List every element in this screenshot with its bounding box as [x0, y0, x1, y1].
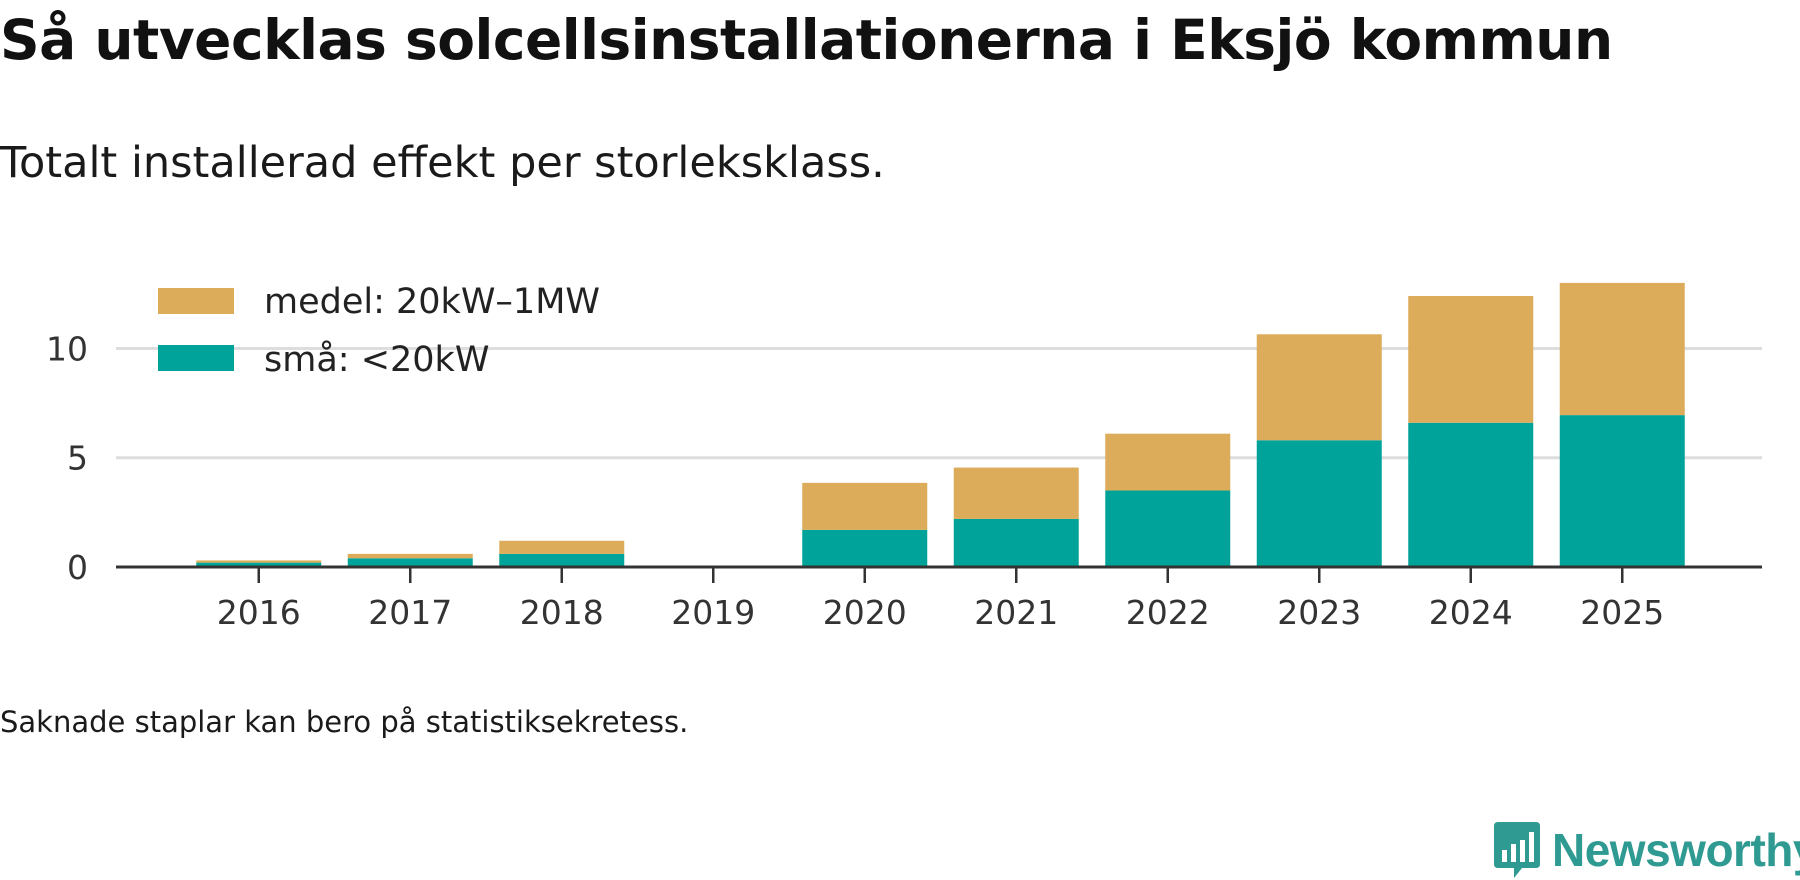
- x-tick-label-2019: 2019: [671, 593, 755, 632]
- x-tick-label-2018: 2018: [520, 593, 604, 632]
- newsworthy-icon: [1494, 822, 1540, 878]
- bar-sma-2018: [499, 553, 625, 567]
- bar-sma-2021: [953, 518, 1079, 567]
- footnote: Saknade staplar kan bero på statistiksek…: [0, 705, 689, 739]
- x-tick-label-2016: 2016: [217, 593, 301, 632]
- legend-swatch-medel: [158, 288, 234, 314]
- bar-sma-2017: [347, 558, 473, 567]
- bar-sma-2022: [1105, 490, 1231, 567]
- bar-sma-2024: [1408, 422, 1534, 567]
- chart-title: Så utvecklas solcellsinstallationerna i …: [0, 8, 1613, 72]
- bar-medel-2023: [1256, 334, 1382, 441]
- legend-swatch-sma: [158, 345, 234, 371]
- bar-medel-2018: [499, 540, 625, 554]
- axes: 0 5 10 2016 2017 2018 2019 2020 2021 2022 2023 2024…: [46, 329, 1762, 632]
- legend-label-sma: små: <20kW: [264, 339, 489, 380]
- legend-background: [276, 263, 618, 343]
- x-tick-label-2023: 2023: [1277, 593, 1361, 632]
- y-tick-label-10: 10: [46, 329, 88, 368]
- newsworthy-logo[interactable]: Newsworthy: [1492, 820, 1800, 880]
- brand-name: Newsworthy: [1552, 824, 1800, 876]
- bar-sma-2016: [196, 562, 322, 567]
- bar-medel-2021: [953, 467, 1079, 519]
- x-tick-label-2020: 2020: [823, 593, 907, 632]
- legend-label-medel: medel: 20kW–1MW: [264, 282, 600, 322]
- bar-medel-2022: [1105, 433, 1231, 491]
- bar-medel-2024: [1408, 296, 1534, 423]
- chart-subtitle: Totalt installerad effekt per storlekskl…: [0, 138, 885, 188]
- bar-medel-2020: [802, 482, 928, 530]
- x-tick-label-2021: 2021: [974, 593, 1058, 632]
- stacked-bar-chart: 0 5 10 2016 2017 2018 2019 2020 2021 2022 2023 2024…: [46, 263, 1762, 632]
- bar-sma-2020: [802, 529, 928, 567]
- bar-medel-2017: [347, 553, 473, 559]
- bar-sma-2023: [1256, 440, 1382, 567]
- x-tick-label-2024: 2024: [1429, 593, 1513, 632]
- bar-medel-2016: [196, 560, 322, 563]
- y-tick-label-5: 5: [67, 439, 88, 478]
- bar-medel-2025: [1559, 282, 1685, 416]
- x-tick-label-2025: 2025: [1580, 593, 1664, 632]
- y-tick-label-0: 0: [67, 548, 88, 587]
- legend: medel: 20kW–1MW små: <20kW: [158, 263, 618, 380]
- bar-sma-2025: [1559, 415, 1685, 567]
- x-tick-label-2017: 2017: [368, 593, 452, 632]
- bars: [196, 282, 1685, 567]
- x-tick-label-2022: 2022: [1126, 593, 1210, 632]
